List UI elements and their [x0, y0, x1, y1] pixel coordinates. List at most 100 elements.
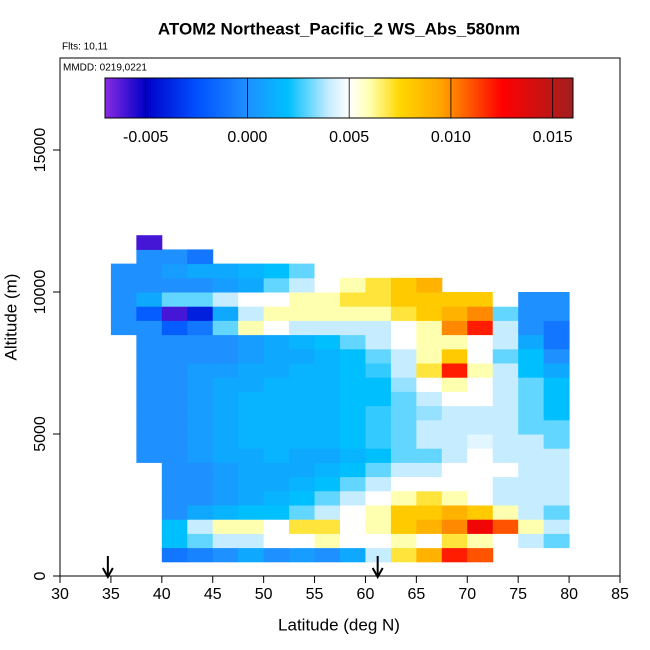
- heatmap-cell: [543, 391, 570, 407]
- heatmap-cell: [492, 448, 519, 463]
- heatmap-cell: [161, 405, 188, 421]
- heatmap-cell: [441, 377, 468, 392]
- heatmap-cell: [161, 391, 188, 407]
- heatmap-cell: [390, 519, 417, 534]
- heatmap-cell: [543, 476, 570, 492]
- heatmap-cell: [263, 505, 290, 520]
- heatmap-cell: [441, 533, 468, 549]
- heatmap-cell: [416, 405, 443, 421]
- heatmap-cell: [187, 434, 214, 449]
- heatmap-cell: [136, 405, 163, 421]
- heatmap-cell: [212, 405, 239, 421]
- heatmap-cell: [416, 533, 443, 549]
- heatmap-cell: [340, 320, 366, 336]
- heatmap-cell: [263, 448, 290, 463]
- heatmap-cell: [441, 292, 468, 307]
- heatmap-cell: [238, 505, 265, 520]
- heatmap-cell: [238, 519, 265, 534]
- heatmap-cell: [340, 533, 366, 549]
- heatmap: [110, 235, 570, 563]
- heatmap-cell: [340, 505, 366, 520]
- heatmap-cell: [212, 434, 239, 449]
- heatmap-cell: [492, 533, 519, 549]
- heatmap-cell: [467, 505, 494, 520]
- y-tick-label: 15000: [32, 128, 49, 173]
- heatmap-cell: [441, 462, 468, 478]
- heatmap-cell: [365, 377, 392, 392]
- heatmap-cell: [110, 277, 137, 293]
- y-tick-label: 0: [32, 571, 49, 580]
- heatmap-cell: [416, 363, 443, 378]
- heatmap-cell: [543, 505, 570, 520]
- heatmap-cell: [518, 377, 545, 392]
- heatmap-cell: [212, 277, 239, 293]
- heatmap-cell: [314, 391, 341, 407]
- heatmap-cell: [212, 490, 239, 506]
- heatmap-cell: [314, 277, 341, 293]
- heatmap-cell: [212, 306, 239, 321]
- heatmap-cell: [365, 348, 392, 364]
- heatmap-cell: [289, 419, 316, 435]
- heatmap-cell: [340, 490, 366, 506]
- heatmap-cell: [289, 306, 316, 321]
- x-tick-label: 60: [357, 586, 375, 603]
- heatmap-cell: [289, 519, 316, 534]
- heatmap-cell: [441, 348, 468, 364]
- heatmap-cell: [212, 320, 239, 336]
- heatmap-cell: [365, 363, 392, 378]
- heatmap-cell: [365, 434, 392, 449]
- x-axis-label: Latitude (deg N): [278, 615, 400, 634]
- heatmap-cell: [238, 490, 265, 506]
- heatmap-cell: [212, 263, 239, 279]
- heatmap-cell: [340, 462, 366, 478]
- heatmap-cell: [263, 306, 290, 321]
- heatmap-cell: [390, 320, 417, 336]
- heatmap-cell: [518, 334, 545, 350]
- heatmap-cell: [543, 292, 570, 307]
- heatmap-cell: [212, 533, 239, 549]
- heatmap-cell: [492, 363, 519, 378]
- heatmap-cell: [390, 277, 417, 293]
- heatmap-cell: [492, 505, 519, 520]
- heatmap-cell: [314, 377, 341, 392]
- heatmap-cell: [441, 405, 468, 421]
- heatmap-cell: [263, 547, 290, 563]
- heatmap-cell: [467, 292, 494, 307]
- heatmap-cell: [161, 306, 188, 321]
- heatmap-cell: [441, 448, 468, 463]
- heatmap-cell: [314, 505, 341, 520]
- heatmap-cell: [238, 462, 265, 478]
- heatmap-cell: [314, 320, 341, 336]
- heatmap-cell: [365, 320, 392, 336]
- heatmap-cell: [365, 448, 392, 463]
- heatmap-cell: [390, 306, 417, 321]
- heatmap-cell: [289, 277, 316, 293]
- heatmap-cell: [314, 306, 341, 321]
- heatmap-cell: [187, 448, 214, 463]
- heatmap-cell: [161, 434, 188, 449]
- heatmap-cell: [441, 490, 468, 506]
- heatmap-cell: [340, 547, 366, 563]
- plot-frame: [59, 57, 621, 577]
- heatmap-cell: [467, 434, 494, 449]
- chart-title: ATOM2 Northeast_Pacific_2 WS_Abs_580nm: [158, 19, 520, 38]
- heatmap-cell: [187, 292, 214, 307]
- heatmap-cell: [238, 306, 265, 321]
- heatmap-cell: [518, 419, 545, 435]
- heatmap-cell: [416, 320, 443, 336]
- heatmap-cell: [289, 363, 316, 378]
- heatmap-cell: [467, 306, 494, 321]
- heatmap-cell: [263, 462, 290, 478]
- subtitle: Flts: 10,11: [62, 42, 108, 53]
- heatmap-cell: [518, 476, 545, 492]
- heatmap-cell: [340, 363, 366, 378]
- x-tick-label: 45: [204, 586, 222, 603]
- heatmap-cell: [238, 448, 265, 463]
- heatmap-cell: [314, 533, 341, 549]
- heatmap-cell: [238, 348, 265, 364]
- heatmap-cell: [365, 505, 392, 520]
- heatmap-cell: [441, 505, 468, 520]
- heatmap-cell: [136, 434, 163, 449]
- heatmap-cell: [289, 391, 316, 407]
- heatmap-cell: [543, 490, 570, 506]
